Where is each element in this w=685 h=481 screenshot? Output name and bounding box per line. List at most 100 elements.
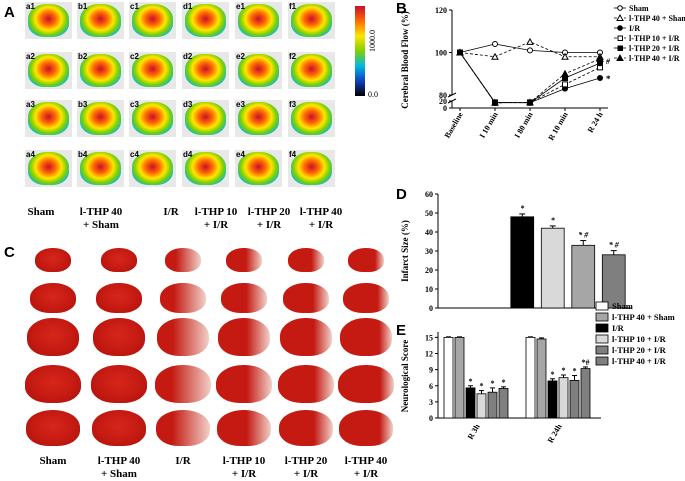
brain-flow-map — [185, 4, 226, 37]
y-tick-label: 0 — [429, 304, 433, 313]
laser-image-tag: d3 — [183, 100, 193, 109]
y-tick-label: 0 — [429, 414, 433, 423]
brain-flow-map — [238, 4, 279, 37]
y-tick-label: 0 — [443, 104, 447, 113]
panel-letter-b: B — [396, 0, 407, 17]
significance-mark: * — [551, 370, 555, 379]
bar — [536, 338, 547, 419]
bar — [580, 368, 591, 419]
legend-label: I/R — [612, 323, 625, 333]
laser-image: f4 — [288, 150, 335, 187]
laser-image: a1 — [25, 2, 72, 39]
laser-image-tag: a3 — [26, 100, 35, 109]
legend-label: Sham — [629, 4, 649, 13]
brain-flow-map — [80, 54, 121, 87]
significance-mark: * — [502, 378, 506, 387]
laser-image-tag: f4 — [289, 150, 297, 159]
legend-marker — [617, 45, 623, 51]
y-tick-label: 80 — [439, 91, 447, 100]
laser-image: d1 — [182, 2, 229, 39]
group-label: l-THP 10 + I/R — [194, 206, 238, 231]
laser-image-tag: f1 — [289, 2, 297, 11]
legend-marker — [616, 53, 624, 61]
laser-image: c3 — [129, 100, 176, 137]
y-tick-label: 30 — [425, 247, 433, 256]
ttc-slice — [30, 283, 76, 313]
brain-flow-map — [28, 54, 69, 87]
group-label: l-THP 40 + I/R — [344, 455, 388, 480]
ttc-slice — [156, 410, 210, 446]
laser-image: d4 — [182, 150, 229, 187]
data-point — [491, 98, 499, 106]
data-point — [526, 98, 534, 106]
ttc-slice — [217, 410, 271, 446]
legend-swatch — [595, 345, 609, 355]
chart-d-infarct-size: 0 10 20 30 40 50 60 Infarct Size (%) * * * # * # — [400, 190, 631, 313]
significance-mark: * — [469, 377, 473, 386]
y-axis-label: Neurological Score — [400, 340, 410, 412]
bar — [443, 336, 454, 419]
bar — [571, 244, 596, 309]
panel-letter-e: E — [396, 322, 407, 339]
legend-marker — [617, 5, 623, 11]
legend-marker — [616, 13, 624, 21]
y-tick-label: 20 — [425, 266, 433, 275]
ttc-slice — [160, 283, 206, 313]
laser-image: e4 — [235, 150, 282, 187]
laser-image: a4 — [25, 150, 72, 187]
laser-image: b2 — [77, 52, 124, 89]
laser-image-tag: e4 — [236, 150, 245, 159]
y-tick-label: 12 — [425, 350, 433, 359]
x-tick-label: Baseline — [443, 110, 465, 140]
x-tick-label: I 80 min — [513, 110, 535, 140]
laser-image-tag: e1 — [236, 2, 245, 11]
legend-swatch — [595, 323, 609, 333]
legend-label: l-THP 20 + I/R — [612, 345, 667, 355]
significance-mark: *# — [582, 358, 590, 367]
brain-flow-map — [291, 4, 332, 37]
legend-label: l-THP 40 + I/R — [629, 54, 680, 63]
legend-label: l-THP 40 + Sham — [612, 312, 675, 322]
ttc-slice — [343, 283, 389, 313]
legend-marker — [617, 25, 623, 31]
annotation-mark: # — [605, 57, 611, 66]
y-tick-label: 50 — [425, 209, 433, 218]
laser-image: f1 — [288, 2, 335, 39]
brain-flow-map — [80, 102, 121, 135]
x-tick-label: R 24h — [546, 422, 564, 444]
laser-image-tag: c4 — [130, 150, 139, 159]
legend-label: l-THP 40 + I/R — [612, 356, 667, 366]
brain-flow-map — [291, 54, 332, 87]
laser-image-tag: a4 — [26, 150, 35, 159]
laser-image-tag: b4 — [78, 150, 88, 159]
brain-flow-map — [28, 4, 69, 37]
laser-image-tag: f3 — [289, 100, 297, 109]
brain-flow-map — [185, 102, 226, 135]
legend-label: l-THP 20 + I/R — [629, 44, 680, 53]
bar — [558, 377, 569, 419]
series-line — [459, 41, 600, 58]
laser-image-tag: c1 — [130, 2, 139, 11]
significance-mark: * — [520, 204, 525, 213]
group-label: l-THP 40 + Sham — [97, 455, 141, 480]
brain-flow-map — [80, 152, 121, 185]
group-label: I/R — [163, 206, 179, 218]
panel-letter-a: A — [4, 4, 15, 21]
brain-flow-map — [28, 152, 69, 185]
y-tick-label: 9 — [429, 366, 433, 375]
ttc-slice — [339, 410, 393, 446]
y-tick-label: 20 — [439, 97, 447, 106]
brain-flow-map — [238, 152, 279, 185]
y-axis-label: Cerebral Blood Flow (%) — [400, 11, 410, 109]
ttc-slice — [25, 365, 81, 403]
x-tick-label: I 10 min — [478, 110, 500, 140]
brain-flow-map — [291, 152, 332, 185]
ttc-slice — [91, 365, 147, 403]
y-tick-label: 40 — [425, 228, 433, 237]
data-point — [492, 41, 498, 47]
colorbar-top-label: 1000.0 — [368, 30, 377, 52]
ttc-slice — [226, 248, 262, 272]
ttc-slice — [165, 248, 201, 272]
bar — [476, 393, 487, 419]
